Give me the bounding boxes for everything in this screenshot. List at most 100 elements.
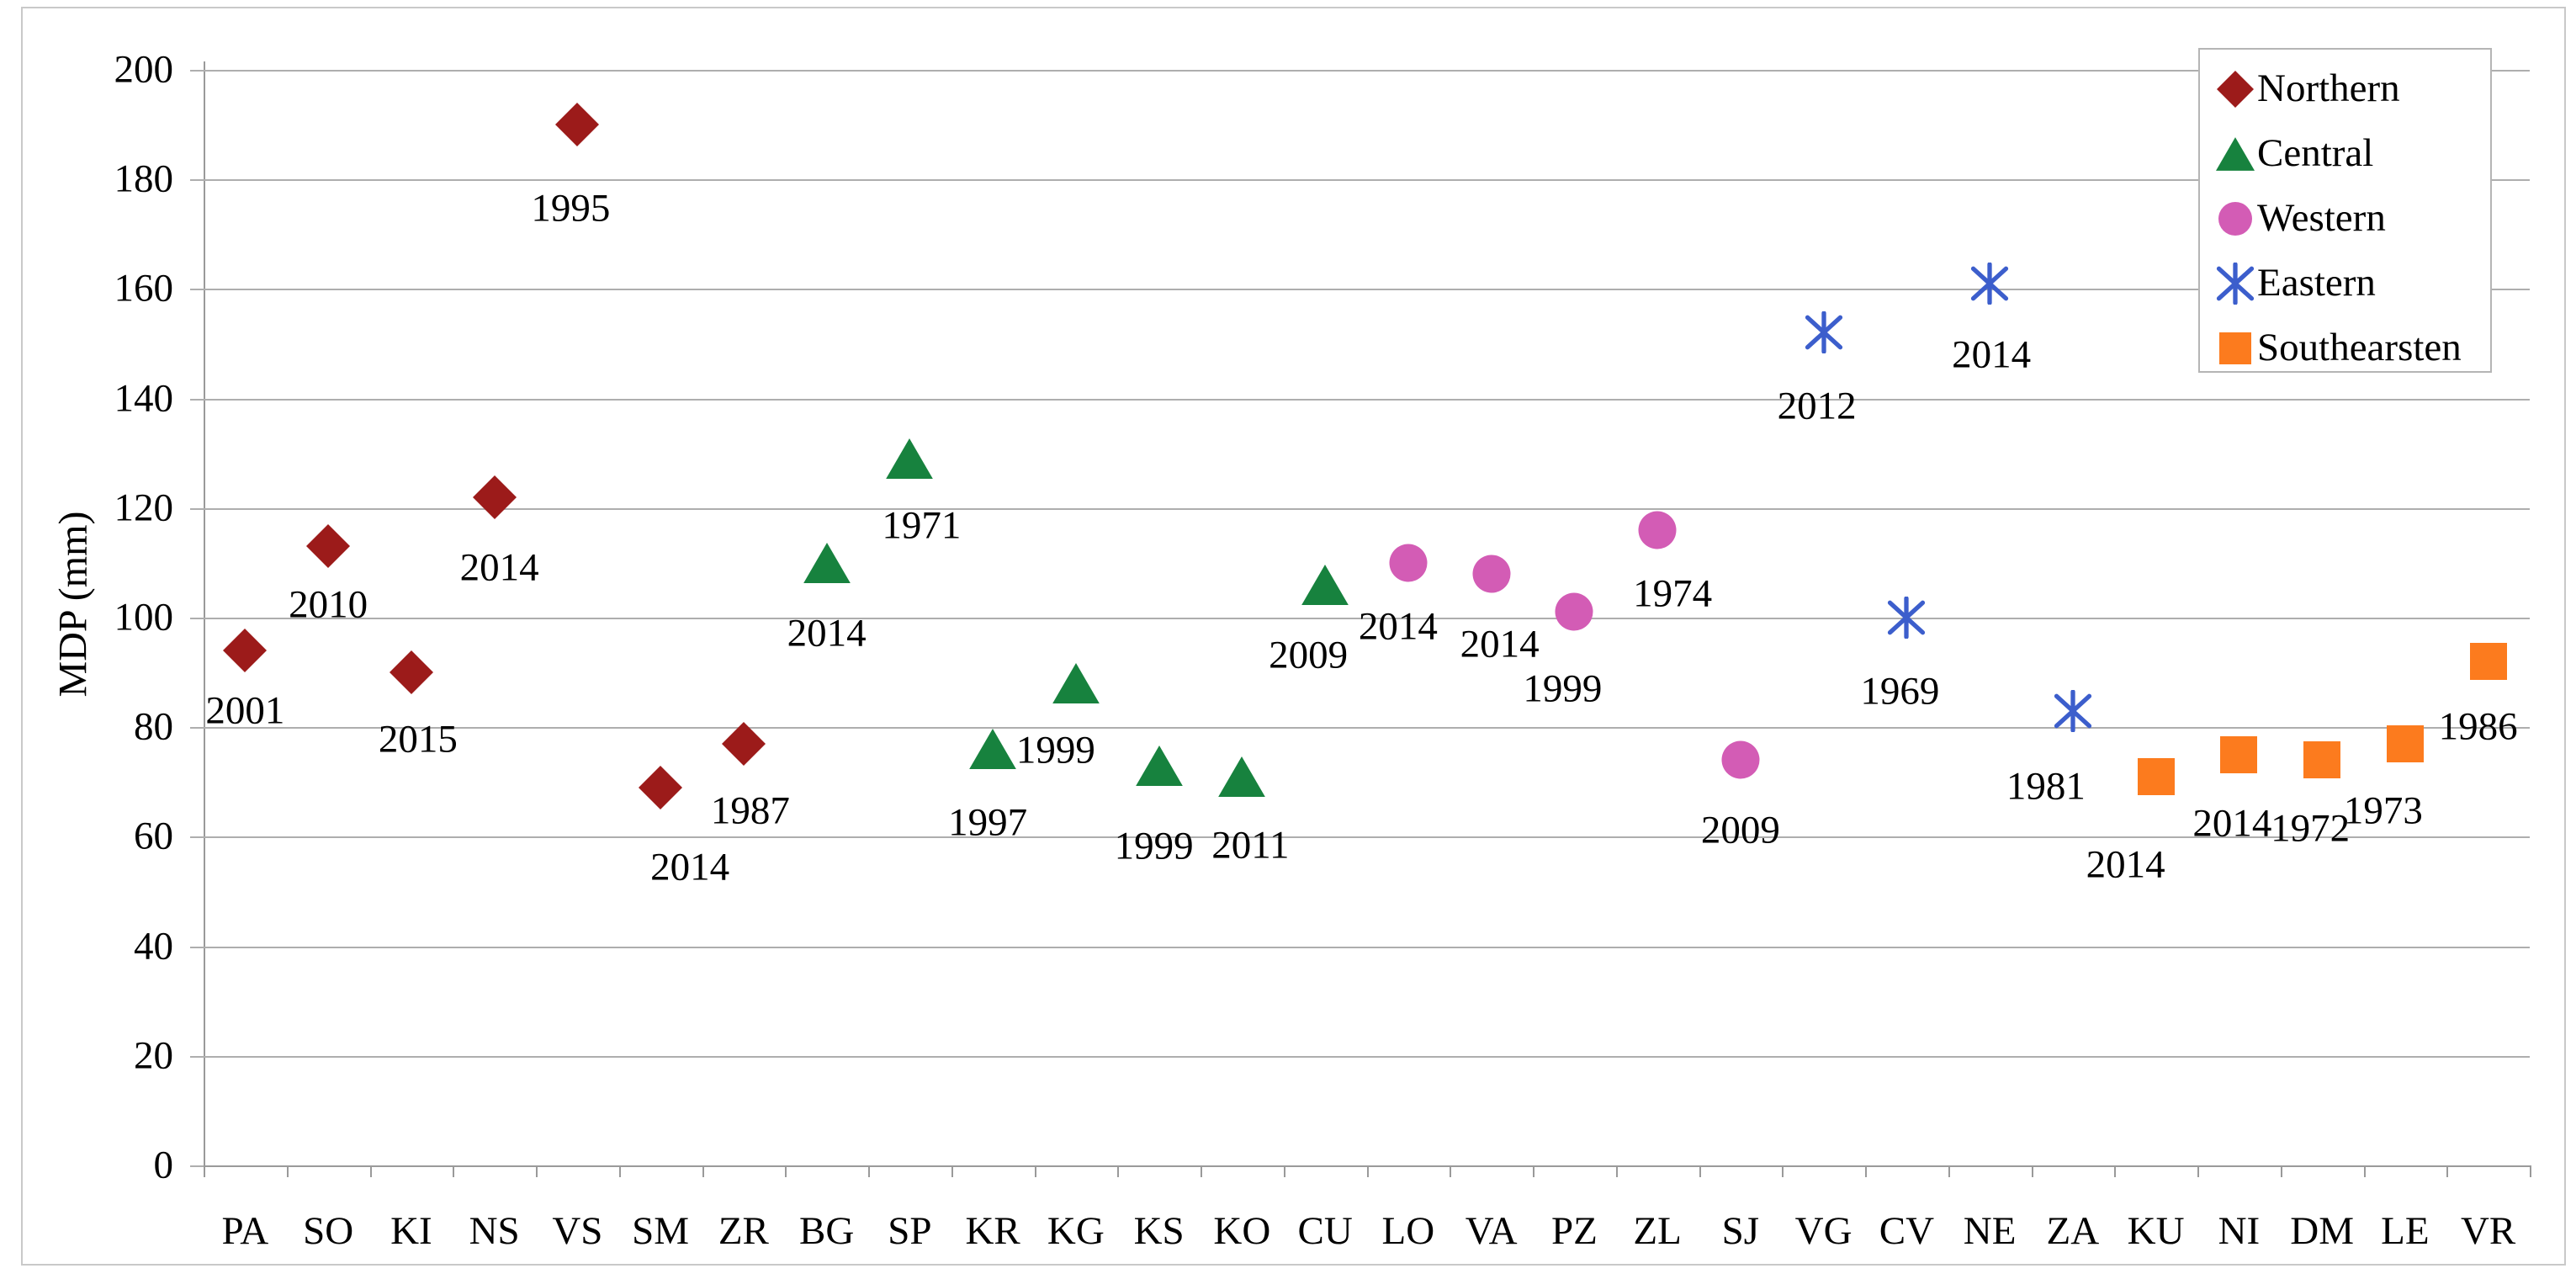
y-axis-tick (190, 1055, 204, 1058)
x-axis-tick (369, 1165, 372, 1177)
asterisk-marker-icon (1971, 262, 2009, 305)
x-axis-tick (951, 1165, 953, 1177)
legend-label: Eastern (2257, 261, 2376, 305)
x-axis-tick (1117, 1165, 1120, 1177)
data-point-pa (223, 629, 268, 673)
square-marker-icon (2386, 724, 2424, 762)
triangle-marker-icon (1135, 745, 1183, 786)
data-point-sp (886, 438, 934, 480)
y-tick-label-80: 80 (134, 704, 173, 749)
diamond-marker-icon (721, 721, 766, 766)
triangle-marker-icon (803, 542, 851, 583)
x-axis-tick (536, 1165, 538, 1177)
year-label-sm: 2014 (650, 845, 730, 889)
y-axis-tick (190, 618, 204, 619)
x-axis-tick (1699, 1165, 1701, 1177)
data-point-va (1472, 555, 1511, 593)
legend-item-eastern: Eastern (2213, 251, 2490, 316)
data-point-ne (1970, 262, 2009, 305)
x-axis-label-vg: VG (1794, 1209, 1852, 1253)
x-axis-tick (1366, 1165, 1369, 1177)
x-axis-tick (1865, 1165, 1867, 1177)
y-tick-label-120: 120 (114, 486, 174, 530)
data-point-cu (1301, 564, 1349, 605)
legend-item-southearsten: Southearsten (2213, 316, 2490, 380)
data-point-vg (1805, 310, 1843, 355)
triangle-marker-icon (1218, 756, 1266, 797)
x-axis-label-pa: PA (221, 1209, 269, 1253)
data-point-kr (969, 729, 1016, 770)
legend-marker (2213, 136, 2257, 171)
circle-marker-icon (1389, 544, 1428, 582)
y-axis-tick (190, 398, 204, 401)
x-axis-label-ki: KI (390, 1209, 432, 1253)
data-point-zl (1638, 511, 1677, 549)
diamond-marker-icon (223, 629, 268, 673)
x-axis-label-za: ZA (2046, 1209, 2100, 1253)
x-axis-label-bg: BG (798, 1209, 855, 1253)
data-point-vr (2469, 643, 2507, 681)
x-axis-tick (1034, 1165, 1036, 1177)
x-axis-label-dm: DM (2290, 1209, 2354, 1253)
year-label-zr: 1987 (710, 788, 790, 833)
y-tick-label-60: 60 (134, 814, 173, 858)
circle-marker-icon (1638, 511, 1677, 549)
x-axis-label-pz: PZ (1550, 1209, 1598, 1253)
data-point-ki (389, 650, 433, 695)
year-label-ne: 2014 (1952, 332, 2032, 377)
year-label-ku: 2014 (2086, 842, 2165, 887)
x-axis-tick (702, 1165, 704, 1177)
x-axis-label-ne: NE (1963, 1209, 2017, 1253)
x-axis-tick (204, 1165, 205, 1177)
diamond-marker-icon (306, 524, 351, 569)
x-axis-label-cu: CU (1297, 1209, 1353, 1253)
data-point-ko (1218, 756, 1266, 797)
legend-marker (2213, 332, 2257, 364)
x-axis-label-sp: SP (888, 1209, 932, 1253)
data-point-kg (1052, 663, 1100, 704)
x-axis-tick (1533, 1165, 1534, 1177)
x-axis-label-ko: KO (1213, 1209, 1271, 1253)
data-point-sj (1721, 740, 1760, 779)
y-tick-label-40: 40 (134, 924, 173, 969)
legend-label: Western (2257, 196, 2386, 240)
x-axis-tick (1283, 1165, 1285, 1177)
x-axis-label-vr: VR (2460, 1209, 2516, 1253)
x-axis-tick (2031, 1165, 2033, 1177)
y-axis-tick (190, 727, 204, 730)
legend-marker (2213, 262, 2257, 305)
asterisk-marker-icon (2216, 262, 2255, 305)
square-marker-icon (2220, 735, 2258, 773)
circle-marker-icon (1472, 555, 1511, 593)
data-point-ns (472, 475, 517, 519)
circle-marker-icon (1555, 592, 1593, 631)
x-axis-label-lo: LO (1381, 1209, 1435, 1253)
y-axis-tick (190, 179, 204, 182)
gridline-y-40 (204, 946, 2530, 948)
gridline-y-180 (204, 179, 2530, 182)
y-tick-label-200: 200 (114, 47, 174, 92)
y-axis-tick (190, 507, 204, 510)
y-axis-tick (190, 836, 204, 839)
x-axis-tick (1450, 1165, 1452, 1177)
x-axis-tick (1615, 1165, 1618, 1177)
legend-label: Northern (2257, 66, 2400, 110)
asterisk-marker-icon (1888, 596, 1926, 640)
year-label-cv: 1969 (1860, 669, 1940, 714)
y-tick-label-180: 180 (114, 157, 174, 201)
y-tick-label-20: 20 (134, 1033, 173, 1078)
x-axis-tick (785, 1165, 787, 1177)
x-axis-label-kg: KG (1047, 1209, 1105, 1253)
year-label-vs: 1995 (531, 186, 611, 231)
diamond-marker-icon (472, 475, 517, 519)
y-tick-label-160: 160 (114, 266, 174, 310)
x-axis-label-kr: KR (965, 1209, 1020, 1253)
asterisk-marker-icon (2054, 689, 2091, 733)
year-label-dm: 1972 (2271, 806, 2351, 851)
year-label-vr: 1986 (2438, 704, 2518, 749)
year-label-zl: 1974 (1633, 571, 1713, 616)
x-axis-tick (453, 1165, 455, 1177)
data-point-vs (555, 103, 600, 147)
x-axis-label-cv: CV (1879, 1209, 1935, 1253)
